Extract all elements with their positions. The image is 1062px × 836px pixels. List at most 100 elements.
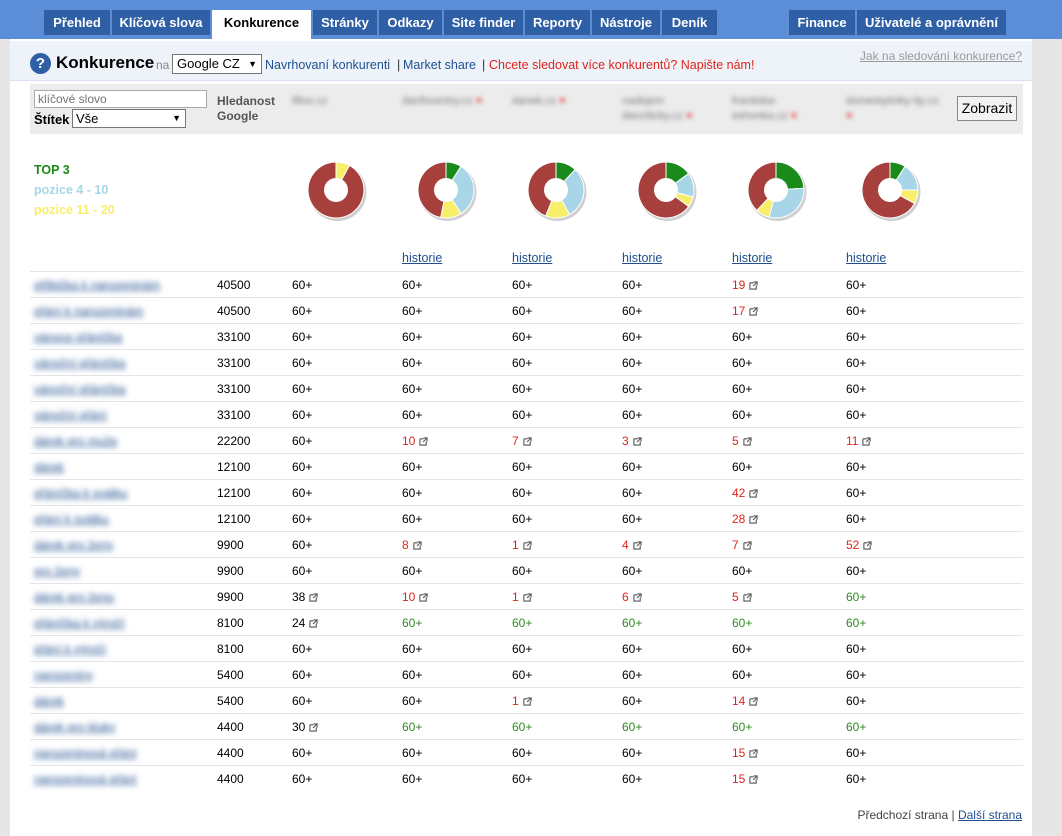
external-link-icon[interactable] xyxy=(523,695,532,709)
position-cell: 60+ xyxy=(846,668,866,682)
tag-select[interactable]: Vše ▼ xyxy=(72,109,186,128)
tab-stranky[interactable]: Stránky xyxy=(313,10,377,35)
position-value: 60+ xyxy=(846,512,867,526)
keyword-link[interactable]: dárek pro ženy xyxy=(34,538,114,552)
keyword-link[interactable]: narozeninová přání xyxy=(34,772,137,786)
next-page-link[interactable]: Další strana xyxy=(957,808,1022,822)
tab-odkazy[interactable]: Odkazy xyxy=(379,10,442,35)
tab-site-finder[interactable]: Site finder xyxy=(444,10,523,35)
tab-reporty[interactable]: Reporty xyxy=(525,10,590,35)
keyword-link[interactable]: vánoce přáníčka xyxy=(34,330,123,344)
competition-help-link[interactable]: Jak na sledování konkurence? xyxy=(859,49,1022,63)
position-cell: 60+ xyxy=(292,460,312,474)
external-link-icon[interactable] xyxy=(749,747,758,761)
keyword-link[interactable]: narozeninová přání xyxy=(34,746,137,760)
keyword-input[interactable] xyxy=(34,90,207,108)
remove-competitor-icon[interactable]: × xyxy=(686,110,693,122)
suggested-competitors-link[interactable]: Navrhovaní konkurenti xyxy=(265,58,391,72)
position-cell: 24 xyxy=(292,616,318,631)
position-value: 60+ xyxy=(512,408,533,422)
position-value: 60+ xyxy=(622,616,643,630)
history-link[interactable]: historie xyxy=(732,251,773,265)
position-cell: 60+ xyxy=(292,564,312,578)
external-link-icon[interactable] xyxy=(309,721,318,735)
tab-konkurence[interactable]: Konkurence xyxy=(212,10,311,39)
history-link[interactable]: historie xyxy=(512,251,553,265)
external-link-icon[interactable] xyxy=(309,591,318,605)
keyword-link[interactable]: narozeniny xyxy=(34,668,93,682)
external-link-icon[interactable] xyxy=(749,773,758,787)
position-cell: 60+ xyxy=(402,330,422,344)
position-pie-chart xyxy=(307,161,367,221)
keyword-link[interactable]: přáníčka k výročí xyxy=(34,616,125,630)
external-link-icon[interactable] xyxy=(413,539,422,553)
table-row: přáníčka k výročí 8100 24 60+ 60+ 60+ 60+ 60+ xyxy=(30,609,1023,635)
external-link-icon[interactable] xyxy=(743,591,752,605)
position-value: 60+ xyxy=(622,330,643,344)
tab-prehled[interactable]: Přehled xyxy=(44,10,110,35)
keyword-link[interactable]: dárek pro ženu xyxy=(34,590,115,604)
position-cell: 60+ xyxy=(402,694,422,708)
position-cell: 4 xyxy=(622,538,642,553)
keyword-link[interactable]: dárek pro kluky xyxy=(34,720,116,734)
remove-competitor-icon[interactable]: × xyxy=(559,95,566,107)
external-link-icon[interactable] xyxy=(743,435,752,449)
keyword-link[interactable]: přání k výročí xyxy=(34,642,107,656)
position-cell: 42 xyxy=(732,486,758,501)
history-link[interactable]: historie xyxy=(402,251,443,265)
keyword-link[interactable]: přání k svátku xyxy=(34,512,109,526)
external-link-icon[interactable] xyxy=(749,305,758,319)
keyword-link[interactable]: vánoční přáníčka xyxy=(34,356,126,370)
external-link-icon[interactable] xyxy=(743,539,752,553)
position-value: 60+ xyxy=(846,356,867,370)
external-link-icon[interactable] xyxy=(749,279,758,293)
search-volume: 9900 xyxy=(217,538,244,552)
position-value: 60+ xyxy=(732,460,753,474)
external-link-icon[interactable] xyxy=(419,591,428,605)
external-link-icon[interactable] xyxy=(749,695,758,709)
keyword-link[interactable]: vánoční přání xyxy=(34,408,107,422)
remove-competitor-icon[interactable]: × xyxy=(846,110,853,122)
external-link-icon[interactable] xyxy=(523,591,532,605)
keyword-link[interactable]: dárek pro muže xyxy=(34,434,118,448)
external-link-icon[interactable] xyxy=(419,435,428,449)
history-link[interactable]: historie xyxy=(622,251,663,265)
competitor-name: lillux.cz xyxy=(292,95,328,107)
search-engine-select[interactable]: Google CZ ▼ xyxy=(172,54,262,74)
more-competitors-link[interactable]: Chcete sledovat více konkurentů? Napište… xyxy=(489,58,755,72)
remove-competitor-icon[interactable]: × xyxy=(475,95,483,107)
keyword-link[interactable]: přání k narozeninám xyxy=(34,304,144,318)
keyword-link[interactable]: přilbička k narozeninám xyxy=(34,278,161,292)
position-value: 60+ xyxy=(622,278,643,292)
keyword-link[interactable]: přáníčka k svátku xyxy=(34,486,128,500)
external-link-icon[interactable] xyxy=(863,539,872,553)
keyword-link[interactable]: dárek xyxy=(34,460,65,474)
keyword-link[interactable]: pro ženy xyxy=(34,564,81,578)
tab-finance[interactable]: Finance xyxy=(789,10,855,35)
question-icon[interactable]: ? xyxy=(30,53,51,74)
tab-klicova-slova[interactable]: Klíčová slova xyxy=(112,10,210,35)
position-cell: 60+ xyxy=(622,460,642,474)
table-row: přání k výročí 8100 60+ 60+ 60+ 60+ 60+ 60+ xyxy=(30,635,1023,661)
external-link-icon[interactable] xyxy=(862,435,872,449)
keyword-link[interactable]: dárek xyxy=(34,694,65,708)
position-cell: 60+ xyxy=(512,356,532,370)
position-cell: 6 xyxy=(622,590,642,605)
market-share-link[interactable]: Market share xyxy=(403,58,476,72)
remove-competitor-icon[interactable]: × xyxy=(790,110,798,122)
external-link-icon[interactable] xyxy=(523,435,532,449)
tab-uzivatele[interactable]: Uživatelé a oprávnění xyxy=(857,10,1006,35)
keyword-link[interactable]: vánoční přáníčka xyxy=(34,382,126,396)
external-link-icon[interactable] xyxy=(749,513,758,527)
history-link[interactable]: historie xyxy=(846,251,887,265)
show-button[interactable]: Zobrazit xyxy=(957,96,1017,121)
external-link-icon[interactable] xyxy=(309,617,318,631)
external-link-icon[interactable] xyxy=(633,591,642,605)
external-link-icon[interactable] xyxy=(749,487,758,501)
position-value: 60+ xyxy=(622,512,643,526)
tab-nastroje[interactable]: Nástroje xyxy=(592,10,660,35)
external-link-icon[interactable] xyxy=(633,539,642,553)
tab-denik[interactable]: Deník xyxy=(662,10,717,35)
external-link-icon[interactable] xyxy=(633,435,642,449)
external-link-icon[interactable] xyxy=(523,539,532,553)
